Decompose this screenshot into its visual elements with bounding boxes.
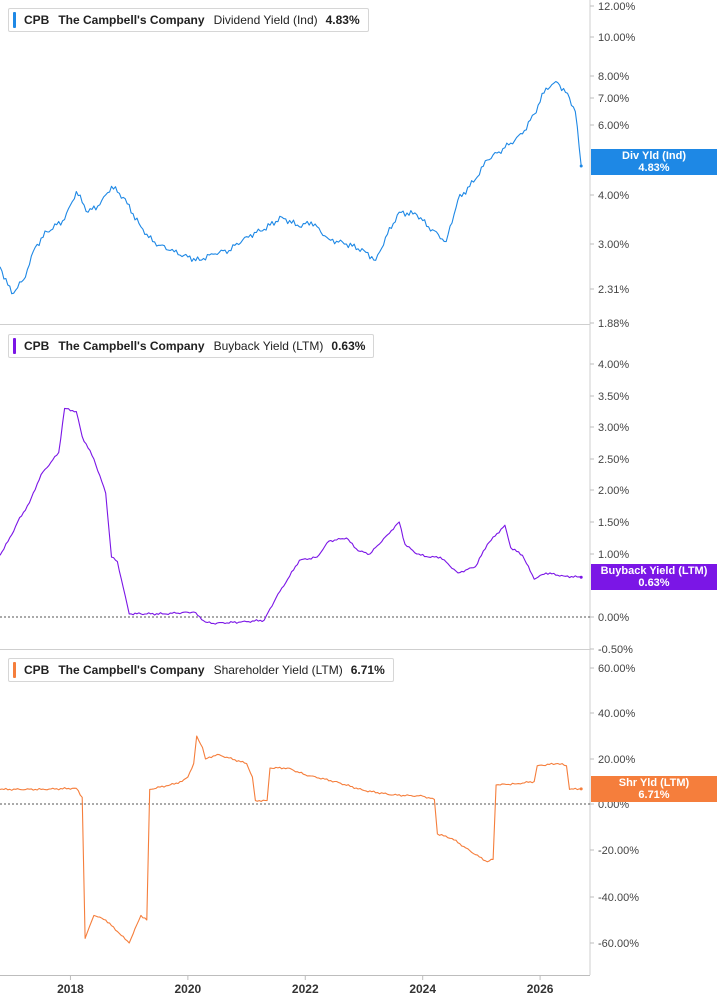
legend-metric: Dividend Yield (Ind) bbox=[213, 13, 318, 27]
legend-company: The Campbell's Company bbox=[58, 339, 205, 353]
y-tick-label: 2.31% bbox=[598, 284, 629, 296]
y-tick-label: 3.00% bbox=[598, 422, 629, 434]
legend-ticker: CPB bbox=[24, 339, 50, 353]
tag-label: Shr Yld (LTM) bbox=[618, 777, 690, 789]
tag-label: Buyback Yield (LTM) bbox=[600, 565, 708, 577]
x-tick-label: 2022 bbox=[292, 982, 319, 996]
y-tick-label: 8.00% bbox=[598, 71, 629, 83]
series-line bbox=[0, 407, 582, 625]
tag-value: 0.63% bbox=[638, 577, 670, 589]
y-tick-label: 3.00% bbox=[598, 239, 629, 251]
y-tick-label: 10.00% bbox=[598, 32, 636, 44]
x-tick-label: 2024 bbox=[409, 982, 436, 996]
dividend-yield-legend: CPB The Campbell's Company Dividend Yiel… bbox=[8, 8, 369, 32]
legend-company: The Campbell's Company bbox=[58, 663, 205, 677]
series-color-swatch bbox=[13, 662, 16, 678]
y-tick-label: -20.00% bbox=[598, 845, 639, 857]
y-tick-label: -40.00% bbox=[598, 892, 639, 904]
y-tick-label: 4.00% bbox=[598, 190, 629, 202]
y-tick-label: 1.50% bbox=[598, 517, 629, 529]
last-value-point bbox=[579, 787, 583, 791]
y-tick-label: 60.00% bbox=[598, 663, 636, 675]
legend-value: 6.71% bbox=[350, 663, 385, 677]
last-value-point bbox=[579, 575, 583, 579]
series-line bbox=[0, 735, 582, 944]
series-line bbox=[0, 80, 582, 295]
tag-value: 6.71% bbox=[638, 789, 670, 801]
legend-company: The Campbell's Company bbox=[58, 13, 205, 27]
y-tick-label: 40.00% bbox=[598, 708, 636, 720]
shareholder-yield-value-tag: Shr Yld (LTM) 6.71% bbox=[591, 776, 717, 802]
y-tick-label: 3.50% bbox=[598, 391, 629, 403]
y-tick-label: 4.00% bbox=[598, 359, 629, 371]
last-value-point bbox=[579, 164, 583, 168]
y-tick-label: 6.00% bbox=[598, 120, 629, 132]
series-color-swatch bbox=[13, 338, 16, 354]
y-tick-label: -0.50% bbox=[598, 644, 633, 656]
y-tick-label: 1.88% bbox=[598, 318, 629, 330]
legend-value: 0.63% bbox=[331, 339, 366, 353]
legend-metric: Shareholder Yield (LTM) bbox=[213, 663, 343, 677]
x-tick-label: 2026 bbox=[527, 982, 554, 996]
tag-label: Div Yld (Ind) bbox=[622, 150, 686, 162]
shareholder-yield-legend: CPB The Campbell's Company Shareholder Y… bbox=[8, 658, 394, 682]
tag-value: 4.83% bbox=[638, 162, 670, 174]
buyback-yield-legend: CPB The Campbell's Company Buyback Yield… bbox=[8, 334, 375, 358]
y-tick-label: 2.50% bbox=[598, 454, 629, 466]
y-tick-label: 0.00% bbox=[598, 612, 629, 624]
y-tick-label: 2.00% bbox=[598, 485, 629, 497]
legend-value: 4.83% bbox=[325, 13, 360, 27]
y-tick-label: -60.00% bbox=[598, 938, 639, 950]
y-tick-label: 12.00% bbox=[598, 1, 636, 13]
y-tick-label: 20.00% bbox=[598, 754, 636, 766]
x-tick-label: 2018 bbox=[57, 982, 84, 996]
dividend-yield-value-tag: Div Yld (Ind) 4.83% bbox=[591, 149, 717, 175]
legend-metric: Buyback Yield (LTM) bbox=[213, 339, 324, 353]
y-tick-label: 1.00% bbox=[598, 549, 629, 561]
x-tick-label: 2020 bbox=[175, 982, 202, 996]
y-tick-label: 7.00% bbox=[598, 93, 629, 105]
legend-ticker: CPB bbox=[24, 663, 50, 677]
legend-ticker: CPB bbox=[24, 13, 50, 27]
y-tick-label: 0.00% bbox=[598, 799, 629, 811]
series-color-swatch bbox=[13, 12, 16, 28]
buyback-yield-value-tag: Buyback Yield (LTM) 0.63% bbox=[591, 564, 717, 590]
